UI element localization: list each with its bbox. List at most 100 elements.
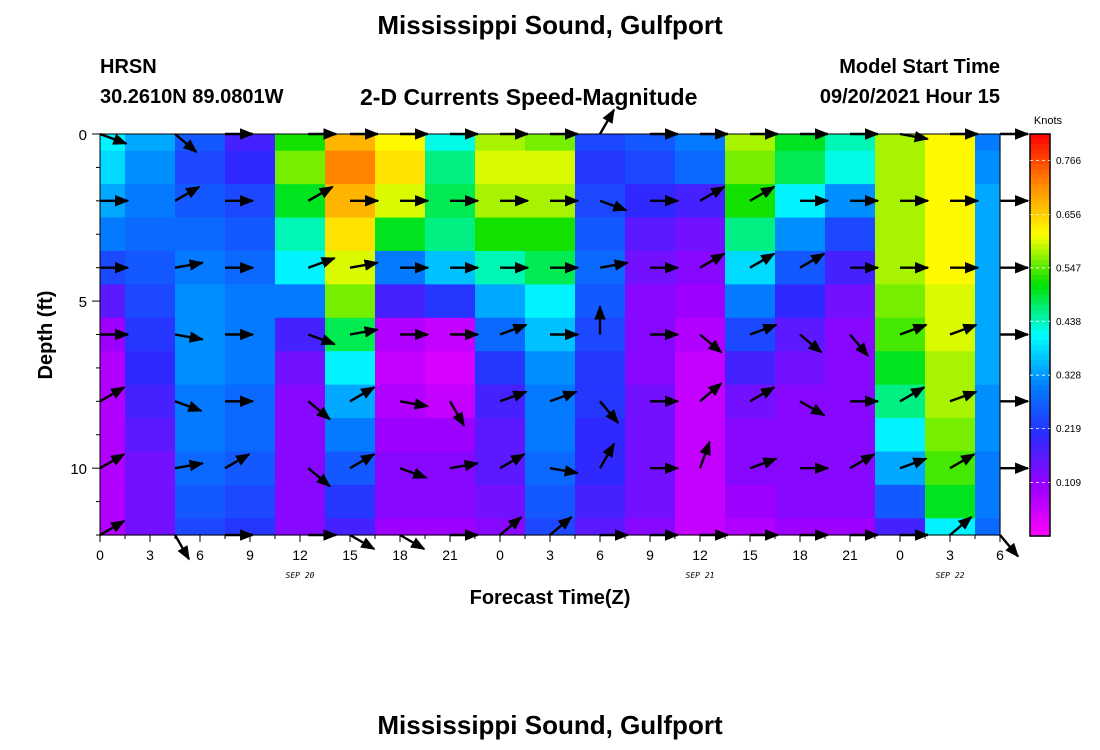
heatmap-cell xyxy=(375,418,426,453)
colorbar-swatch xyxy=(1030,335,1050,341)
heatmap-cell xyxy=(375,351,426,386)
colorbar-swatch xyxy=(1030,435,1050,442)
heatmap-cell xyxy=(775,484,826,519)
heatmap-cell xyxy=(925,150,976,185)
heatmap-cell xyxy=(675,484,726,519)
heatmap-cell xyxy=(425,284,476,319)
colorbar-label: 0.766 xyxy=(1056,156,1081,167)
colorbar-swatch xyxy=(1030,455,1050,462)
heatmap-cell xyxy=(125,484,176,519)
colorbar-swatch xyxy=(1030,179,1050,185)
colorbar-swatch xyxy=(1030,154,1050,160)
heatmap-cell xyxy=(125,217,176,252)
heatmap-cell xyxy=(225,134,276,152)
colorbar-swatch xyxy=(1030,365,1050,371)
heatmap-cell xyxy=(225,418,276,453)
heatmap-cell xyxy=(175,518,226,536)
heatmap-cell xyxy=(975,418,1001,453)
heatmap-cell xyxy=(675,418,726,453)
colorbar-swatch xyxy=(1030,345,1050,351)
current-vector xyxy=(99,519,126,537)
heatmap-cell xyxy=(525,484,576,519)
colorbar-swatch xyxy=(1030,134,1050,140)
heatmap-cell xyxy=(425,351,476,386)
current-vector xyxy=(349,326,380,338)
heatmap-cell xyxy=(975,317,1001,352)
colorbar-label: 0.109 xyxy=(1056,478,1081,489)
x-tick-label: 12 xyxy=(292,547,308,563)
heatmap-cell xyxy=(100,351,126,386)
colorbar-swatch xyxy=(1030,174,1050,180)
heatmap-cell xyxy=(725,351,776,386)
heatmap-cell xyxy=(775,284,826,319)
heatmap-cell xyxy=(225,150,276,185)
heatmap-cell xyxy=(175,184,226,219)
current-vector xyxy=(349,453,376,470)
current-vector xyxy=(799,252,826,269)
heatmap-cell xyxy=(475,150,526,185)
heatmap-cell xyxy=(775,217,826,252)
heatmap-cell xyxy=(625,418,676,453)
current-vector xyxy=(699,333,723,354)
colorbar-swatch xyxy=(1030,390,1050,396)
heatmap-cell xyxy=(875,217,926,252)
x-tick-label: 12 xyxy=(692,547,708,563)
heatmap-cell xyxy=(425,518,476,536)
current-vector xyxy=(448,400,466,427)
current-vector xyxy=(949,323,978,336)
x-tick-label: 18 xyxy=(792,547,808,563)
current-vector xyxy=(749,252,776,269)
colorbar-swatch xyxy=(1030,355,1050,361)
colorbar-swatch xyxy=(1030,299,1050,306)
colorbar-swatch xyxy=(1030,385,1050,391)
heatmap-cell xyxy=(875,484,926,519)
colorbar-swatch xyxy=(1030,319,1050,326)
heatmap-cell xyxy=(425,484,476,519)
heatmap-cell xyxy=(125,250,176,285)
heatmap-cell xyxy=(125,134,176,152)
colorbar-swatch xyxy=(1030,294,1050,301)
date-label: SEP 22 xyxy=(936,571,965,580)
heatmap-cell xyxy=(975,451,1001,486)
heatmap-cell xyxy=(275,451,326,486)
heatmap-cell xyxy=(725,150,776,185)
x-tick-label: 3 xyxy=(946,547,954,563)
heatmap-cell xyxy=(100,284,126,319)
colorbar-swatch xyxy=(1030,254,1050,261)
colorbar-swatch xyxy=(1030,314,1050,321)
heatmap-cell xyxy=(525,418,576,453)
date-label: SEP 20 xyxy=(286,571,315,580)
heatmap-cell xyxy=(175,451,226,486)
heatmap-cell xyxy=(775,518,826,536)
heatmap-cell xyxy=(275,134,326,152)
station-coordinates: 30.2610N 89.0801W xyxy=(100,86,284,108)
colorbar-swatch xyxy=(1030,350,1050,356)
heatmap-cell xyxy=(925,217,976,252)
heatmap-cells xyxy=(100,134,1001,536)
colorbar-swatch xyxy=(1030,405,1050,411)
heatmap-cell xyxy=(175,250,226,285)
colorbar-unit: Knots xyxy=(1034,115,1063,127)
current-vector xyxy=(307,256,336,269)
colorbar-swatch xyxy=(1030,425,1050,432)
current-vector xyxy=(749,457,778,470)
heatmap-cell xyxy=(925,484,976,519)
colorbar-label: 0.328 xyxy=(1056,371,1081,382)
current-vector xyxy=(699,185,726,202)
heatmap-cell xyxy=(775,134,826,152)
heatmap-cell xyxy=(575,418,626,453)
colorbar-swatch xyxy=(1030,500,1050,507)
colorbar-swatch xyxy=(1030,159,1050,165)
heatmap-cell xyxy=(725,418,776,453)
x-tick-label: 6 xyxy=(996,547,1004,563)
colorbar-swatch xyxy=(1030,244,1050,251)
heatmap-cell xyxy=(100,418,126,453)
current-vector xyxy=(307,467,331,488)
x-axis: 0 3 6 9 12 15 18 21 0 3 6 9 12 15 18 21 0 3 6 SEP 20 SEP 21 S… xyxy=(96,535,1004,580)
colorbar-swatch xyxy=(1030,475,1050,482)
current-vector xyxy=(499,323,528,336)
heatmap-cell xyxy=(275,418,326,453)
heatmap-cell xyxy=(225,518,276,536)
colorbar-swatch xyxy=(1030,214,1050,221)
x-tick-label: 0 xyxy=(496,547,504,563)
